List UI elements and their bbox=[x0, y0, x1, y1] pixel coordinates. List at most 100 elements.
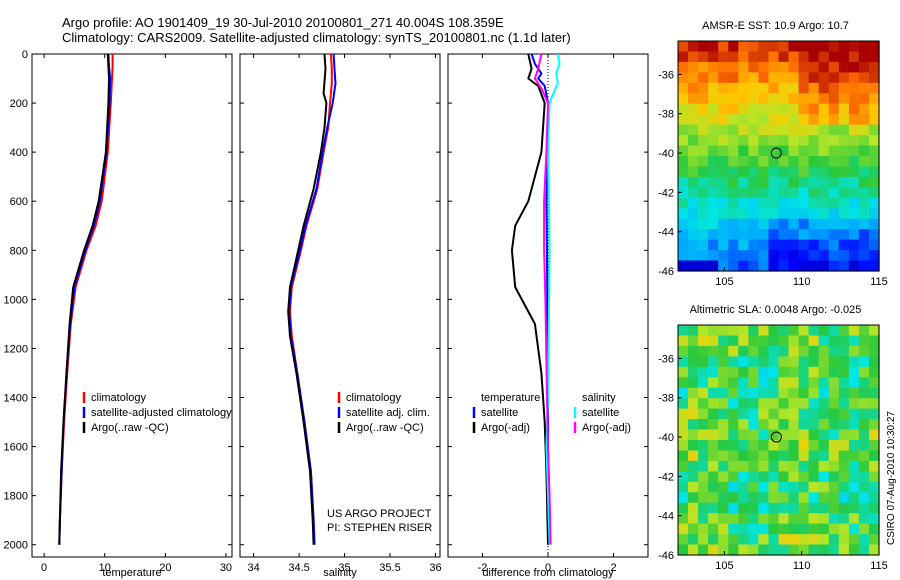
heatmap-cell bbox=[718, 429, 729, 441]
heatmap-cell bbox=[708, 387, 719, 399]
heatmap-cell bbox=[828, 534, 840, 546]
heatmap-cell bbox=[728, 502, 739, 514]
heatmap-cell bbox=[698, 366, 709, 378]
heatmap-cell bbox=[828, 135, 840, 147]
heatmap-cell bbox=[678, 239, 689, 251]
heatmap-cell bbox=[858, 366, 870, 378]
xaxis-label: temperature bbox=[102, 567, 161, 579]
heatmap-cell bbox=[718, 492, 729, 504]
heatmap-cell bbox=[828, 502, 840, 514]
heatmap-cell bbox=[718, 166, 729, 178]
heatmap-cell bbox=[758, 492, 770, 504]
heatmap-cell bbox=[708, 513, 719, 525]
heatmap-cells bbox=[678, 325, 880, 556]
heatmap-cell bbox=[788, 523, 800, 535]
heatmap-cell bbox=[768, 460, 780, 472]
heatmap-cell bbox=[858, 440, 870, 452]
heatmap-cell bbox=[698, 82, 709, 94]
heatmap-cell bbox=[778, 114, 790, 126]
heatmap-cell bbox=[808, 377, 820, 389]
heatmap-cell bbox=[688, 156, 699, 168]
heatmap-cell bbox=[738, 176, 749, 188]
heatmap-cell bbox=[688, 429, 699, 441]
heatmap-cell bbox=[738, 124, 749, 136]
profile-panels: 0 10 20 30020040060080010001200140016001800… bbox=[4, 49, 649, 579]
heatmap-cell bbox=[728, 145, 739, 157]
heatmap-cell bbox=[718, 419, 729, 431]
legend-item-diff-sal: satellite bbox=[582, 407, 619, 419]
heatmap-cell bbox=[768, 387, 780, 399]
heatmap-cell bbox=[848, 229, 860, 241]
heatmap-cell bbox=[808, 250, 820, 262]
heatmap-cell bbox=[869, 208, 880, 220]
heatmap-cell bbox=[848, 398, 860, 410]
heatmap-cell bbox=[688, 166, 699, 178]
heatmap-cell bbox=[798, 513, 810, 525]
heatmap-cell bbox=[858, 544, 870, 556]
heatmap-cell bbox=[758, 156, 770, 168]
heatmap-cell bbox=[798, 260, 810, 272]
heatmap-cell bbox=[798, 187, 810, 199]
heatmap-cell bbox=[708, 208, 719, 220]
heatmap-cell bbox=[808, 460, 820, 472]
heatmap-cell bbox=[708, 471, 719, 483]
heatmap-cell bbox=[818, 544, 830, 556]
heatmap-cell bbox=[728, 408, 739, 420]
heatmap-cell bbox=[738, 239, 749, 251]
heatmap-cell bbox=[708, 398, 719, 410]
heatmap-cell bbox=[708, 72, 719, 84]
heatmap-cell bbox=[818, 534, 830, 546]
heatmap-cell bbox=[738, 377, 749, 389]
heatmap-cell bbox=[748, 250, 760, 262]
heatmap-cell bbox=[788, 145, 800, 157]
heatmap-cell bbox=[869, 481, 880, 493]
heatmap-cell bbox=[688, 103, 699, 115]
heatmap-cell bbox=[778, 440, 790, 452]
heatmap-cell bbox=[738, 345, 749, 357]
heatmap-cell bbox=[768, 471, 780, 483]
heatmap-cell bbox=[738, 387, 749, 399]
heatmap-cell bbox=[768, 419, 780, 431]
heatmap-cell bbox=[738, 502, 749, 514]
heatmap-cell bbox=[869, 156, 880, 168]
heatmap-cell bbox=[738, 61, 749, 73]
heatmap-cell bbox=[818, 145, 830, 157]
heatmap-cell bbox=[748, 492, 760, 504]
heatmap-cell bbox=[738, 135, 749, 147]
ytick-label: 1200 bbox=[4, 343, 28, 355]
heatmap-cell bbox=[858, 335, 870, 347]
heatmap-cell bbox=[808, 72, 820, 84]
heatmap-cell bbox=[788, 187, 800, 199]
heatmap-cell bbox=[788, 335, 800, 347]
heatmap-cell bbox=[748, 124, 760, 136]
heatmap-cell bbox=[768, 72, 780, 84]
heatmap-cell bbox=[808, 51, 820, 63]
heatmap-cell bbox=[748, 460, 760, 472]
heatmap-cell bbox=[758, 166, 770, 178]
heatmap-cell bbox=[828, 218, 840, 230]
heatmap-cell bbox=[728, 82, 739, 94]
heatmap-cell bbox=[688, 513, 699, 525]
heatmap-cell bbox=[738, 250, 749, 262]
heatmap-cell bbox=[869, 408, 880, 420]
heatmap-cell bbox=[748, 440, 760, 452]
heatmap-cell bbox=[798, 335, 810, 347]
heatmap-cell bbox=[818, 356, 830, 368]
heatmap-cell bbox=[788, 450, 800, 462]
heatmap-cell bbox=[828, 366, 840, 378]
heatmap-cell bbox=[788, 124, 800, 136]
heatmap-cell bbox=[808, 502, 820, 514]
heatmap-cell bbox=[848, 377, 860, 389]
heatmap-cell bbox=[828, 335, 840, 347]
heatmap-cell bbox=[728, 345, 739, 357]
heatmap-cell bbox=[678, 377, 689, 389]
heatmap-cell bbox=[758, 82, 770, 94]
argo-float-marker bbox=[770, 431, 782, 443]
heatmap-cell bbox=[818, 82, 830, 94]
heatmap-cell bbox=[698, 534, 709, 546]
heatmap-cell bbox=[848, 460, 860, 472]
heatmap-cell bbox=[818, 408, 830, 420]
heatmap-cell bbox=[688, 260, 699, 272]
heatmap-cell bbox=[848, 429, 860, 441]
heatmap-cell bbox=[828, 544, 840, 556]
